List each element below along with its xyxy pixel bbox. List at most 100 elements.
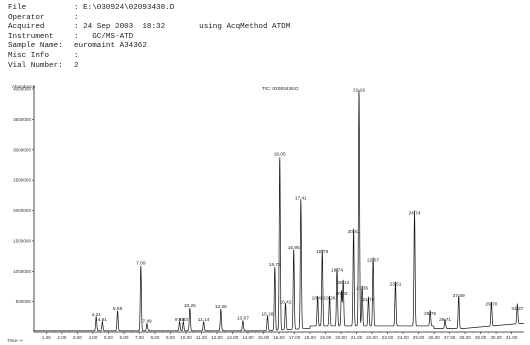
x-tick-label: 10.00 — [180, 335, 192, 340]
operator-row: Operator: — [8, 14, 290, 24]
x-tick-label: 1.00 — [42, 335, 51, 340]
peak-label: 20.03 — [335, 291, 347, 297]
x-tick-label: 19.00 — [320, 335, 332, 340]
acquired-label: Acquired — [8, 23, 45, 32]
peak-label: 16.05 — [274, 152, 286, 158]
vial-value: 2 — [74, 61, 79, 70]
sample-row: Sample Name: euromaint A34362 — [8, 42, 290, 52]
peak-label: 15.73 — [269, 262, 281, 268]
x-tick-label: 31.00 — [506, 335, 518, 340]
x-tick-label: 20.00 — [335, 335, 347, 340]
peak-label: 12.25 — [215, 304, 227, 310]
y-axis: 500000 1000000 1500000 2000000 2500000 300000… — [13, 87, 34, 304]
file-label: File — [8, 4, 27, 12]
x-tick-label: 5.00 — [104, 335, 113, 340]
x-tick-label: 6.00 — [119, 335, 128, 340]
misc-label: Misc Info — [8, 51, 50, 60]
acquired-row: Acquired : 24 Sep 2003 18:32 using AcqMeth… — [8, 23, 290, 33]
y-tick-label: 2500000 — [13, 178, 31, 183]
peak-label: 20.81 — [348, 229, 360, 235]
instrument-value: : GC/MS-ATD — [74, 32, 134, 41]
peak-label: 18.49 — [312, 296, 324, 302]
peak-label: 10.25 — [184, 303, 196, 309]
peak-label: 21.36 — [356, 285, 368, 291]
x-tick-label: 21.00 — [351, 335, 363, 340]
y-tick-label: 500000 — [16, 299, 32, 304]
peak-label: 11.14 — [198, 317, 210, 323]
x-tick-label: 14.00 — [242, 335, 254, 340]
peak-label: 7.09 — [136, 260, 146, 266]
x-tick-label: 15.00 — [258, 335, 270, 340]
acquired-value: : 24 Sep 2003 18:32 — [74, 23, 166, 32]
peak-label: 16.95 — [288, 245, 300, 251]
peak-label: 25.75 — [424, 311, 436, 317]
x-tick-label: 27.00 — [444, 335, 456, 340]
operator-label: Operator — [8, 13, 45, 22]
x-tick-label: 11.00 — [196, 335, 208, 340]
misc-value: : — [74, 51, 79, 60]
x-tick-label: 23.00 — [382, 335, 394, 340]
x-tick-label: 8.00 — [150, 335, 159, 340]
operator-value: : — [74, 13, 79, 22]
x-tick-label: 2.00 — [57, 335, 66, 340]
x-tick-label: 16.00 — [273, 335, 285, 340]
misc-row: Misc Info: — [8, 52, 290, 62]
file-row: File : E:\030924\02093438.D — [8, 4, 290, 14]
x-tick-label: 17.00 — [289, 335, 301, 340]
x-tick-label: 29.00 — [475, 335, 487, 340]
x-tick-label: 7.00 — [135, 335, 144, 340]
peak-label: 22.07 — [367, 257, 379, 263]
x-tick-label: 28.00 — [459, 335, 471, 340]
peak-label: 4.61 — [98, 317, 108, 323]
y-tick-label: 3000000 — [13, 147, 31, 152]
x-tick-label: 30.00 — [490, 335, 502, 340]
y-tick-label: 3500000 — [13, 117, 31, 122]
peak-label: 7.49 — [142, 319, 152, 325]
peak-label: 5.59 — [113, 306, 123, 312]
y-tick-label: 2000000 — [13, 208, 31, 213]
x-axis-label: Time--> — [7, 338, 23, 343]
report-header: File : E:\030924\02093438.D Operator: Acq… — [8, 4, 290, 71]
peak-label: 24.74 — [409, 211, 421, 217]
y-tick-label: 1000000 — [13, 269, 31, 274]
peak-label: 29.70 — [485, 302, 497, 308]
peak-label: 9.83 — [179, 317, 189, 323]
peak-label: 27.59 — [453, 293, 465, 299]
peak-label: 13.67 — [237, 316, 249, 322]
x-tick-label: 24.00 — [397, 335, 409, 340]
x-tick-label: 13.00 — [227, 335, 239, 340]
peak-label: 19.26 — [324, 296, 336, 302]
vial-row: Vial Number: 2 — [8, 62, 290, 72]
peak-label: 9.59 — [175, 317, 185, 323]
peak-label: 23.51 — [389, 282, 401, 288]
x-tick-label: 9.00 — [166, 335, 175, 340]
x-tick-label: 18.00 — [304, 335, 316, 340]
peak-label: 21.77 — [362, 297, 374, 303]
peak-label: 19.74 — [331, 268, 343, 274]
peak-label: 17.41 — [295, 195, 307, 201]
method-text: using AcqMethod ATDM — [199, 23, 291, 32]
peak-label: 16.42 — [280, 299, 292, 305]
peak-label: 21.16 — [353, 87, 365, 93]
peak-labels: 4.214.61 5.59 7.09 7.49 9.599.83 10.25 11.14 12… — [92, 87, 524, 324]
x-tick-label: 25.00 — [413, 335, 425, 340]
chart-title: TIC: 02093438.D — [262, 86, 299, 92]
x-tick-label: 22.00 — [366, 335, 378, 340]
y-axis-label: Abundance — [12, 84, 36, 89]
y-tick-label: 1500000 — [13, 238, 31, 243]
peak-label: 20.14 — [337, 280, 349, 286]
file-value: : E:\030924\02093438.D — [74, 4, 175, 12]
tic-trace — [34, 89, 524, 332]
x-tick-label: 12.00 — [211, 335, 223, 340]
peak-label: 15.26 — [262, 311, 274, 317]
y-tick-label: 4000000 — [13, 87, 31, 92]
peak-label: 4.21 — [92, 312, 102, 318]
x-tick-label: 26.00 — [428, 335, 440, 340]
x-tick-label: 3.00 — [73, 335, 82, 340]
instrument-label: Instrument — [8, 32, 54, 41]
peak-label: 26.71 — [439, 317, 451, 323]
vial-label: Vial Number: — [8, 61, 63, 70]
instrument-row: Instrument : GC/MS-ATD — [8, 33, 290, 43]
peak-label: 18.79 — [316, 249, 328, 255]
